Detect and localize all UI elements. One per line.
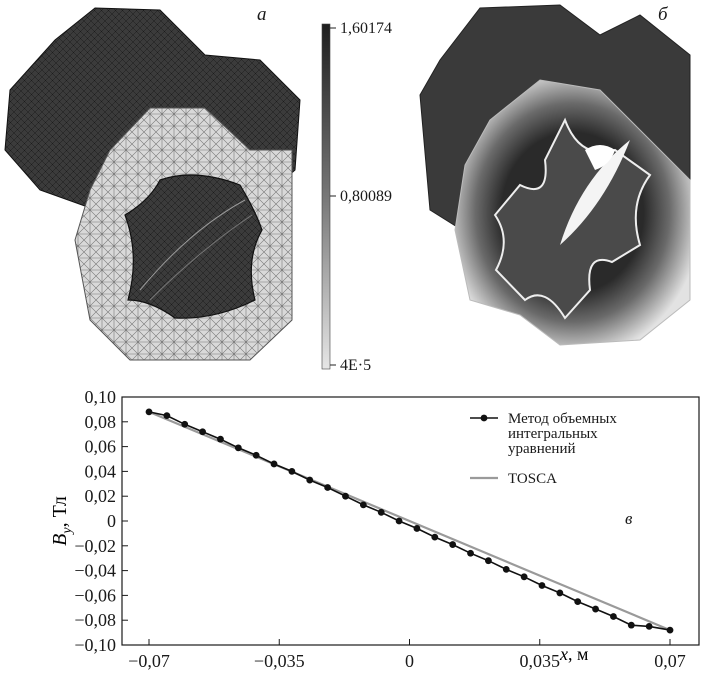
data-point: [413, 525, 421, 532]
y-tick-label: −0,02: [74, 536, 116, 556]
colorbar: 1,60174 0,80089 4E·5: [321, 20, 392, 374]
data-point: [324, 484, 332, 491]
data-point: [181, 420, 189, 428]
data-point: [234, 444, 242, 452]
colorbar-mid-label: 0,80089: [340, 188, 392, 205]
x-axis-label: x, м: [559, 644, 588, 664]
data-point: [449, 541, 457, 548]
data-point: [666, 626, 674, 634]
data-point: [270, 460, 278, 468]
legend-label-method: уравнений: [508, 441, 576, 457]
y-tick-label: −0,04: [74, 561, 116, 581]
data-point: [610, 613, 617, 620]
chart-by: 0,10 0,08 0,06 0,04 0,02 0 −0,02 −0,04 −0,06 −0,0…: [49, 387, 700, 671]
data-point: [520, 573, 528, 581]
y-tick-label: −0,08: [74, 610, 116, 630]
data-point: [342, 492, 349, 500]
svg-text:By, Тл: By, Тл: [49, 496, 75, 546]
data-point: [467, 549, 474, 557]
data-point: [377, 508, 385, 516]
data-point: [484, 557, 492, 565]
legend-label-method: интегральных: [508, 426, 598, 442]
y-tick-label: 0,08: [85, 412, 117, 432]
y-tick-label: 0,04: [85, 461, 117, 481]
y-tick-label: −0,10: [74, 635, 116, 655]
y-axis-label: By, Тл: [49, 496, 75, 546]
data-point: [359, 501, 367, 509]
colorbar-max-label: 1,60174: [340, 20, 392, 37]
data-point: [217, 435, 224, 443]
data-point: [502, 565, 510, 573]
data-point: [395, 517, 403, 525]
legend-label-tosca: TOSCA: [508, 471, 557, 487]
y-tick-label: −0,06: [74, 585, 116, 605]
data-point: [252, 451, 260, 459]
panel-label-c: в: [625, 509, 633, 528]
legend-label-method: Метод объемных: [508, 411, 617, 427]
data-point: [574, 598, 582, 605]
x-tick-label: 0,035: [520, 651, 561, 671]
y-axis-sub: y: [60, 527, 75, 536]
colorbar-min-label: 4E·5: [340, 357, 371, 374]
y-tick-label: 0,10: [85, 387, 117, 407]
data-point: [306, 476, 314, 484]
x-tick-label: −0,07: [128, 651, 170, 671]
y-tick-label: 0,06: [85, 437, 117, 457]
y-axis-var: B: [49, 534, 71, 546]
x-tick-label: −0,035: [254, 651, 305, 671]
y-tick-label: 0,02: [85, 486, 117, 506]
legend-marker-method: [480, 414, 488, 422]
x-axis-unit: , м: [568, 644, 588, 664]
data-point: [431, 533, 439, 541]
field-distribution-image: [419, 4, 691, 346]
data-point: [645, 623, 653, 630]
data-point: [199, 428, 206, 436]
y-tick-label: 0: [107, 511, 116, 531]
y-axis-unit: , Тл: [49, 496, 71, 527]
data-point: [556, 589, 564, 597]
x-tick-label: 0,07: [654, 651, 686, 671]
data-point: [592, 605, 599, 613]
panel-label-a: а: [257, 4, 267, 25]
panel-label-b: б: [658, 4, 668, 25]
mesh-magnet-image: [4, 7, 301, 361]
data-point: [627, 621, 635, 629]
data-point: [145, 408, 153, 416]
series-line-tosca: [148, 410, 671, 632]
data-point: [163, 412, 171, 419]
data-point: [288, 468, 296, 475]
x-axis-var: x: [559, 644, 568, 664]
x-tick-label: 0: [405, 651, 414, 671]
data-point: [538, 582, 546, 589]
